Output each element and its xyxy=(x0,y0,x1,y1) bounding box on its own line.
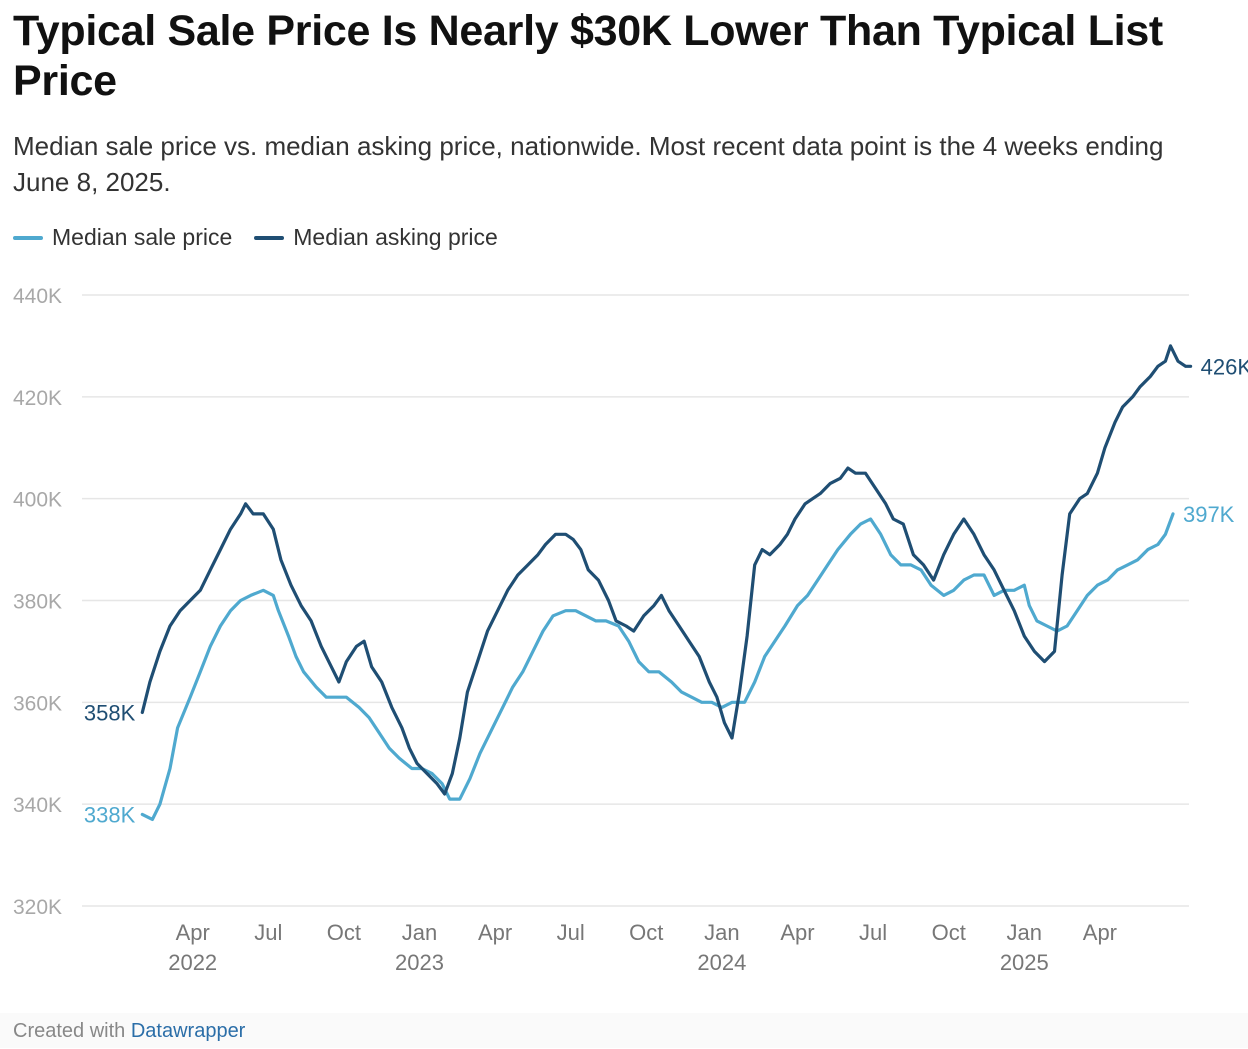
y-tick-label: 340K xyxy=(13,794,62,817)
series-line-asking-price xyxy=(140,344,1193,796)
series-start-label: 358K xyxy=(84,701,136,726)
y-tick-label: 440K xyxy=(13,285,62,308)
legend-swatch-asking-price xyxy=(254,235,285,240)
chart-title: Typical Sale Price Is Nearly $30K Lower … xyxy=(13,7,1163,105)
gridlines xyxy=(82,294,1189,907)
y-tick-label: 360K xyxy=(13,692,62,715)
footer: Created with Datawrapper xyxy=(0,1013,1248,1048)
x-tick-label: Oct xyxy=(932,920,966,945)
y-axis: 320K 340K 360K 380K 400K 420K 440K xyxy=(13,285,62,919)
x-tick-label: Oct xyxy=(327,920,361,945)
legend: Median sale price Median asking price xyxy=(13,224,520,251)
series-end-labels: 338K 397K 358K 426K xyxy=(84,354,1248,827)
x-tick-year: 2024 xyxy=(697,950,746,975)
x-tick-year: 2022 xyxy=(168,950,217,975)
series-end-label: 426K xyxy=(1201,354,1248,379)
y-tick-label: 420K xyxy=(13,387,62,410)
x-tick-label: Apr xyxy=(780,920,814,945)
series-lines xyxy=(140,344,1193,821)
x-tick-label: Jul xyxy=(557,920,585,945)
y-tick-label: 380K xyxy=(13,591,62,614)
series-end-label: 397K xyxy=(1183,502,1235,527)
legend-item-sale-price: Median sale price xyxy=(13,224,232,251)
series-start-label: 338K xyxy=(84,802,136,827)
series-line-sale-price xyxy=(140,512,1175,821)
chart-subtitle: Median sale price vs. median asking pric… xyxy=(13,131,1164,197)
footer-prefix: Created with xyxy=(13,1020,126,1042)
x-tick-year: 2025 xyxy=(1000,950,1049,975)
x-tick-label: Apr xyxy=(1083,920,1117,945)
y-tick-label: 320K xyxy=(13,896,62,919)
x-tick-label: Jul xyxy=(254,920,282,945)
x-tick-year: 2023 xyxy=(395,950,444,975)
legend-label-sale-price: Median sale price xyxy=(52,224,233,250)
datawrapper-link[interactable]: Datawrapper xyxy=(130,1020,246,1042)
x-tick-label: Apr xyxy=(176,920,210,945)
y-tick-label: 400K xyxy=(13,489,62,512)
x-tick-label: Jan xyxy=(704,920,739,945)
legend-item-asking-price: Median asking price xyxy=(254,224,498,251)
x-tick-label: Jan xyxy=(1007,920,1042,945)
legend-swatch-sale-price xyxy=(13,235,43,240)
x-tick-label: Jul xyxy=(859,920,887,945)
x-tick-label: Apr xyxy=(478,920,512,945)
legend-label-asking-price: Median asking price xyxy=(293,224,498,250)
x-tick-label: Jan xyxy=(402,920,437,945)
x-axis: Apr 2022 Jul Oct Jan 2023 Apr Jul Oct Jan 2024 Apr J… xyxy=(168,920,1117,975)
line-chart: 320K 340K 360K 380K 400K 420K 440K Apr 2022 Jul O… xyxy=(13,285,1248,975)
x-tick-label: Oct xyxy=(629,920,663,945)
